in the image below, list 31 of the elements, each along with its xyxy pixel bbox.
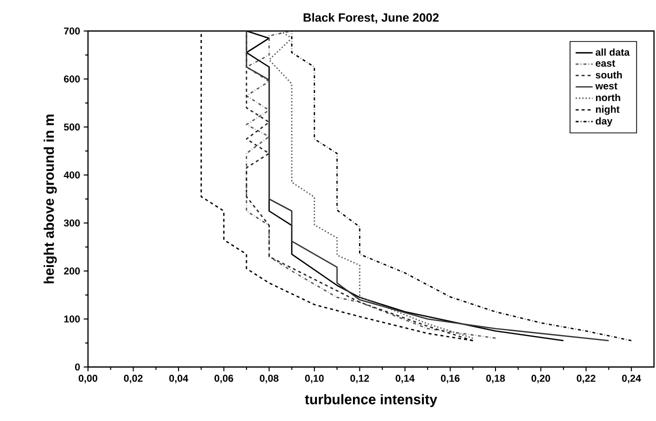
y-tick-label: 600 <box>64 75 80 83</box>
x-tick-label: 0,14 <box>396 374 415 384</box>
legend-label: north <box>596 94 620 102</box>
x-tick-label: 0,00 <box>78 374 98 384</box>
x-tick-label: 0,02 <box>124 374 143 384</box>
legend-label: south <box>596 71 622 78</box>
x-tick-label: 0,10 <box>305 374 324 384</box>
x-tick-label: 0,22 <box>576 374 596 384</box>
x-tick-label: 0,20 <box>532 374 550 384</box>
y-axis-title: height above ground in m <box>44 114 57 284</box>
legend-label: day <box>596 117 612 127</box>
y-tick-label: 200 <box>64 267 80 275</box>
x-tick-label: 0,06 <box>214 374 234 384</box>
y-tick-label: 700 <box>64 27 80 35</box>
legend-label: east <box>596 60 616 67</box>
x-axis-title: turbulence intensity <box>304 394 438 408</box>
y-tick-label: 500 <box>64 123 80 131</box>
legend-label: west <box>595 82 618 90</box>
x-tick-label: 0,18 <box>486 374 505 384</box>
x-tick-label: 0,08 <box>260 374 279 384</box>
legend-label: night <box>596 106 620 115</box>
y-tick-label: 0 <box>75 363 80 371</box>
y-tick-label: 300 <box>64 219 80 227</box>
x-tick-label: 0,24 <box>622 374 641 384</box>
x-tick-label: 0,16 <box>440 374 460 384</box>
x-tick-label: 0,12 <box>350 374 369 384</box>
chart-title: Black Forest, June 2002 <box>304 12 439 24</box>
y-tick-label: 400 <box>64 171 80 179</box>
x-tick-label: 0,04 <box>169 374 188 384</box>
y-tick-label: 100 <box>64 315 80 323</box>
legend-label: all data <box>596 48 630 56</box>
